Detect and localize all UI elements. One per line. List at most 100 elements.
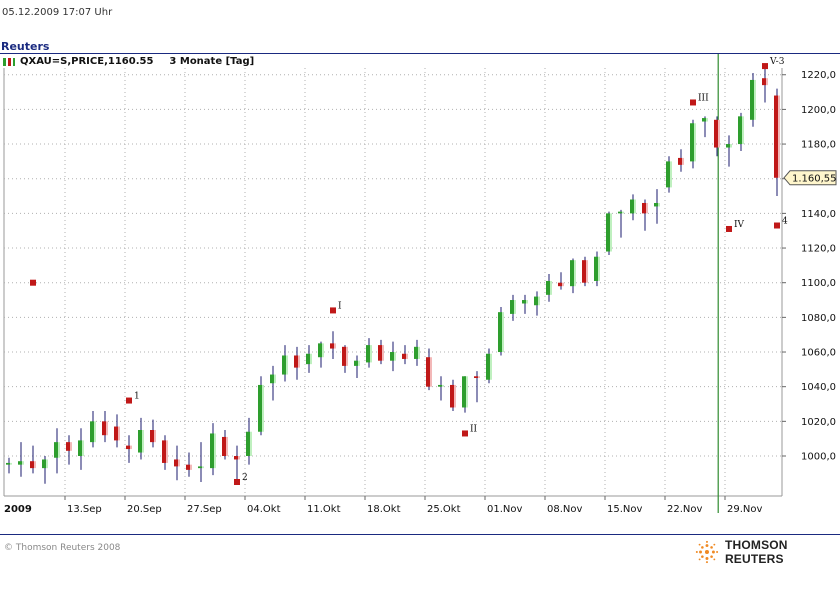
candle-up (726, 135, 732, 167)
candle-body-highlight (730, 144, 732, 148)
candle-body-highlight (454, 384, 456, 408)
candle-body (78, 440, 82, 456)
candle-body (594, 256, 598, 281)
candle-up (246, 417, 252, 465)
candle-body-highlight (610, 213, 612, 252)
candle-body (54, 442, 58, 458)
candle-body (606, 213, 610, 252)
y-tick-label: 1040,0 (801, 382, 836, 393)
x-tick-label: 15.Nov (607, 504, 643, 515)
candle-body (546, 280, 550, 295)
candle-body (438, 384, 442, 387)
candle-body-highlight (202, 466, 204, 469)
footer-divider (0, 534, 840, 535)
candle-up (534, 291, 540, 316)
signal-marker (726, 225, 732, 232)
candle-down (426, 348, 432, 391)
candle-body (18, 461, 22, 465)
candle-up (498, 306, 504, 356)
candle-down (450, 379, 456, 411)
candle-body-highlight (694, 123, 696, 162)
x-tick-label: 11.Okt (307, 504, 341, 515)
candle-up (438, 376, 444, 401)
candle-down (342, 345, 348, 373)
candle-up (462, 376, 468, 413)
candle-body-highlight (10, 462, 12, 465)
candle-body-highlight (538, 296, 540, 306)
candle-up (690, 119, 696, 169)
candle-body-highlight (118, 426, 120, 441)
candle-body (618, 211, 622, 214)
candle-body (150, 430, 154, 443)
candle-down (474, 371, 480, 403)
candle-body-highlight (682, 157, 684, 165)
candle-up (354, 355, 360, 379)
candle-body (30, 461, 34, 469)
candle-body (378, 345, 382, 361)
candle-up (618, 209, 624, 238)
candle-down (294, 346, 300, 380)
candlestick-icon (2, 57, 16, 67)
candle-up (138, 417, 144, 460)
candle-down (378, 339, 384, 365)
candle-body-highlight (766, 78, 768, 86)
candle-down (330, 331, 336, 359)
candle-body-highlight (130, 445, 132, 450)
candle-body (42, 459, 46, 469)
candle-up (570, 258, 576, 294)
candle-body-highlight (298, 355, 300, 368)
candle-down (402, 345, 408, 365)
candle-up (18, 442, 24, 477)
candle-body-highlight (598, 256, 600, 281)
candle-up (210, 423, 216, 476)
signal-marker (234, 478, 240, 485)
candle-body (630, 199, 634, 214)
candle-up (630, 194, 636, 221)
candle-body (114, 426, 118, 441)
x-tick-label: 29.Nov (727, 504, 763, 515)
y-tick-label: 1000,0 (801, 452, 836, 463)
last-price-label: 1.160,55 (792, 173, 837, 184)
candle-body (678, 157, 682, 165)
candle-up (654, 189, 660, 224)
candle-down (102, 410, 108, 443)
candle-down (66, 435, 72, 465)
candle-up (738, 112, 744, 151)
candle-body-highlight (82, 440, 84, 456)
candle-body-highlight (250, 431, 252, 456)
candle-up (6, 457, 12, 474)
candle-up (282, 345, 288, 382)
candle-body-highlight (478, 376, 480, 379)
candle-down (126, 435, 132, 463)
reuters-brand: Reuters (1, 40, 50, 53)
y-tick-label: 1200,0 (801, 105, 836, 116)
thomson-reuters-logo: THOMSON REUTERS (695, 538, 840, 566)
candle-body-highlight (550, 280, 552, 295)
candle-body (750, 79, 754, 120)
candle-up (414, 339, 420, 366)
candle-body-highlight (370, 345, 372, 363)
signal-marker (126, 397, 132, 404)
candle-up (78, 428, 84, 470)
signal-marker-label: 4 (782, 217, 788, 227)
candle-body (522, 300, 526, 304)
signal-marker-label: III (698, 93, 709, 103)
candle-body (738, 116, 742, 145)
candle-body-highlight (322, 343, 324, 358)
candle-down (162, 435, 168, 470)
candle-body (6, 462, 10, 465)
candle-body-highlight (46, 459, 48, 469)
candle-body-highlight (670, 161, 672, 188)
x-tick-label: 27.Sep (187, 504, 222, 515)
signal-marker (774, 222, 780, 229)
candle-body-highlight (646, 202, 648, 214)
candle-body-highlight (310, 353, 312, 365)
candle-body (714, 119, 718, 148)
candle-body-highlight (586, 260, 588, 283)
signal-marker (762, 63, 768, 70)
candle-body (474, 376, 478, 379)
chart-datetime: 05.12.2009 17:07 Uhr (2, 7, 113, 18)
candle-body-highlight (706, 118, 708, 122)
candle-body (174, 459, 178, 467)
